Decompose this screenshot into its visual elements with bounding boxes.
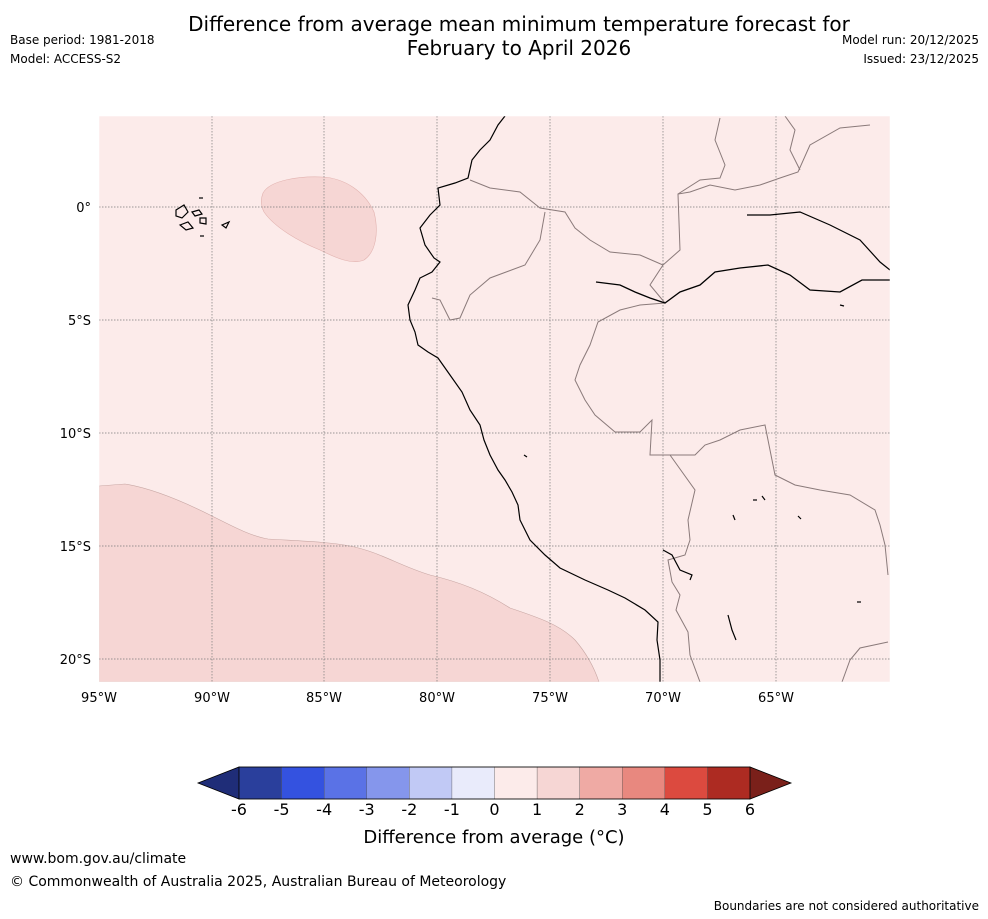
lon-label-85w: 85°W: [306, 691, 342, 706]
colorbar-cell: [622, 766, 666, 800]
colorbar-tick-label: 6: [744, 800, 756, 819]
colorbar-cell: [323, 766, 368, 800]
colorbar-tick-label: -4: [316, 800, 333, 819]
chart-title: Difference from average mean minimum tem…: [0, 12, 988, 60]
country-boundaries: [431, 116, 889, 682]
model-name-text: Model: ACCESS-S2: [10, 52, 122, 66]
colorbar-tick-label: 2: [574, 800, 585, 819]
lon-label-80w: 80°W: [419, 691, 455, 706]
colorbar-tick-label: 3: [617, 800, 628, 819]
title-line-2: February to April 2026: [406, 36, 632, 60]
colorbar-tick-label: 0: [489, 800, 500, 819]
colorbar-tick-label: -5: [273, 800, 290, 819]
colorbar-tick-label: -1: [443, 800, 460, 819]
colorbar-cell: [664, 766, 708, 800]
colorbar-tick-label: -6: [231, 800, 247, 819]
lat-label-5s: 5°S: [68, 314, 91, 329]
colorbar-tick-label: -2: [401, 800, 418, 819]
lon-label-65w: 65°W: [758, 691, 794, 706]
colorbar-frame: [238, 766, 751, 800]
base-period-text: Base period: 1981-2018: [10, 33, 155, 47]
lon-label-90w: 90°W: [194, 691, 230, 706]
issued-date-text: Issued: 23/12/2025: [863, 52, 979, 66]
title-line-1: Difference from average mean minimum tem…: [188, 12, 850, 36]
colorbar-over-arrow: [749, 766, 793, 800]
colorbar-label: Difference from average (°C): [363, 827, 625, 848]
colorbar-tick-label: 5: [702, 800, 713, 819]
graticule: [99, 116, 890, 682]
lat-label-20s: 20°S: [60, 653, 91, 668]
lon-label-95w: 95°W: [81, 691, 117, 706]
anomaly-region-southeast-pacific: [99, 483, 600, 682]
anomaly-region-offshore-ecuador: [260, 176, 377, 262]
copyright-text: © Commonwealth of Australia 2025, Austra…: [10, 874, 507, 890]
colorbar-cell: [536, 766, 581, 800]
colorbar-tick-label: -3: [358, 800, 375, 819]
colorbar-cell: [366, 766, 410, 800]
colorbar-cell: [451, 766, 495, 800]
colorbar-cell: [707, 766, 751, 800]
website-url: www.bom.gov.au/climate: [10, 851, 187, 867]
colorbar-tick-label: 4: [659, 800, 670, 819]
colorbar-cell: [494, 766, 538, 800]
disclaimer-text: Boundaries are not considered authoritat…: [713, 899, 979, 913]
colorbar-cell: [409, 766, 453, 800]
map-frame: [98, 115, 891, 683]
lat-label-15s: 15°S: [60, 540, 91, 555]
lat-label-0: 0°: [76, 201, 91, 216]
lon-label-70w: 70°W: [645, 691, 681, 706]
coastline: [175, 116, 890, 682]
model-run-text: Model run: 20/12/2025: [841, 33, 979, 47]
colorbar-cell: [281, 766, 325, 800]
colorbar-cell: [238, 766, 283, 800]
colorbar-under-arrow: [196, 766, 240, 800]
lon-label-75w: 75°W: [532, 691, 568, 706]
lat-label-10s: 10°S: [60, 427, 91, 442]
colorbar-tick-label: 1: [531, 800, 543, 819]
colorbar-cell: [579, 766, 623, 800]
colorbar: [196, 766, 793, 800]
